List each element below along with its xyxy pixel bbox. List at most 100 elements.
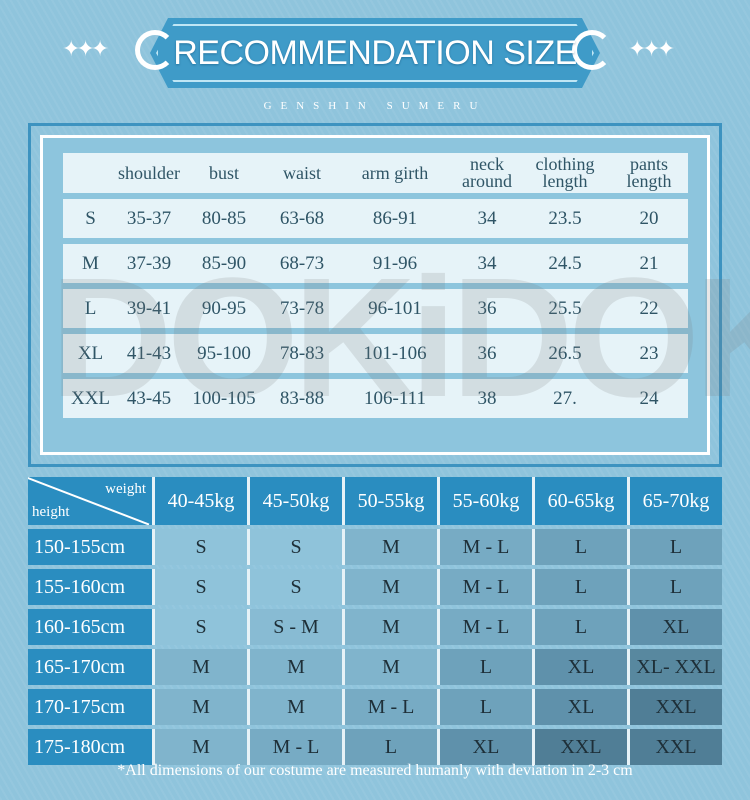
size-cell: M bbox=[152, 689, 247, 725]
size-cell: S bbox=[247, 529, 342, 565]
size-cell: M - L bbox=[342, 689, 437, 725]
table-cell: 34 bbox=[477, 207, 497, 229]
measurement-frame bbox=[28, 123, 722, 467]
height-label: 150-155cm bbox=[28, 529, 152, 565]
table-cell: 23.5 bbox=[548, 207, 582, 229]
size-cell: XXL bbox=[627, 729, 722, 765]
size-cell: M bbox=[342, 569, 437, 605]
weight-label: weight bbox=[105, 481, 146, 497]
column-header: shoulder bbox=[118, 162, 180, 183]
table-row: 165-170cm M M M L XL XL- XXL bbox=[28, 649, 722, 685]
weight-header: 60-65kg bbox=[532, 477, 627, 525]
size-label: XL bbox=[77, 342, 104, 364]
table-cell: 95-100 bbox=[197, 342, 251, 364]
table-cell: 80-85 bbox=[201, 207, 247, 229]
size-cell: S bbox=[152, 569, 247, 605]
table-cell: 36 bbox=[477, 297, 497, 319]
table-cell: 86-91 bbox=[372, 207, 418, 229]
table-cell: 37-39 bbox=[126, 252, 172, 274]
size-cell: XL bbox=[437, 729, 532, 765]
table-cell: 91-96 bbox=[372, 252, 418, 274]
size-cell: S bbox=[247, 569, 342, 605]
table-cell: 106-111 bbox=[364, 387, 426, 409]
table-row: 175-180cm M M - L L XL XXL XXL bbox=[28, 729, 722, 765]
table-row: 170-175cm M M M - L L XL XXL bbox=[28, 689, 722, 725]
table-cell: 20 bbox=[639, 207, 659, 229]
size-recommendation-table: weight height 40-45kg 45-50kg 50-55kg 55-60kg… bbox=[28, 477, 722, 769]
size-cell: L bbox=[437, 649, 532, 685]
height-label: 155-160cm bbox=[28, 569, 152, 605]
table-cell: 25.5 bbox=[548, 297, 582, 319]
table-cell: 78-83 bbox=[279, 342, 325, 364]
swirl-ornament-icon bbox=[572, 30, 612, 70]
size-cell: M bbox=[342, 649, 437, 685]
column-header: clothing length bbox=[535, 154, 595, 191]
size-cell: XL- XXL bbox=[627, 649, 722, 685]
table-cell: 43-45 bbox=[126, 387, 172, 409]
size-cell: S bbox=[152, 609, 247, 645]
column-header: pants length bbox=[626, 154, 672, 191]
column-header: bust bbox=[208, 162, 239, 183]
size-cell: XXL bbox=[627, 689, 722, 725]
weight-header: 55-60kg bbox=[437, 477, 532, 525]
size-label: M bbox=[82, 252, 99, 274]
table-row: XXL 43-45 100-105 83-88 106-111 38 27. 24 bbox=[63, 379, 688, 418]
table-row: XL 41-43 95-100 78-83 101-106 36 26.5 23 bbox=[63, 334, 688, 373]
table-cell: 21 bbox=[639, 252, 659, 274]
table-cell: 38 bbox=[477, 387, 497, 409]
size-cell: XL bbox=[532, 649, 627, 685]
table-cell: 90-95 bbox=[201, 297, 247, 319]
weight-header: 50-55kg bbox=[342, 477, 437, 525]
size-label: XXL bbox=[70, 387, 111, 409]
size-cell: L bbox=[437, 689, 532, 725]
table-cell: 39-41 bbox=[126, 297, 172, 319]
table-cell: 27. bbox=[553, 387, 577, 409]
table-cell: 22 bbox=[639, 297, 659, 319]
size-label: S bbox=[85, 207, 96, 229]
table-row: L 39-41 90-95 73-78 96-101 36 25.5 22 bbox=[63, 289, 688, 328]
size-label: L bbox=[84, 297, 97, 319]
table-header-row: shoulder bust waist arm girth neck around clot… bbox=[63, 153, 688, 193]
table-row: S 35-37 80-85 63-68 86-91 34 23.5 20 bbox=[63, 199, 688, 238]
height-label: height bbox=[32, 504, 70, 520]
size-cell: M - L bbox=[437, 609, 532, 645]
table-cell: 41-43 bbox=[126, 342, 172, 364]
height-label: 175-180cm bbox=[28, 729, 152, 765]
size-cell: M - L bbox=[247, 729, 342, 765]
table-cell: 73-78 bbox=[279, 297, 325, 319]
size-cell: L bbox=[532, 569, 627, 605]
weight-header: 45-50kg bbox=[247, 477, 342, 525]
size-cell: XL bbox=[627, 609, 722, 645]
size-cell: S bbox=[152, 529, 247, 565]
size-cell: L bbox=[627, 569, 722, 605]
column-header: neck around bbox=[462, 154, 512, 191]
size-cell: L bbox=[532, 609, 627, 645]
table-cell: 83-88 bbox=[279, 387, 325, 409]
table-cell: 26.5 bbox=[548, 342, 582, 364]
height-label: 165-170cm bbox=[28, 649, 152, 685]
table-cell: 63-68 bbox=[279, 207, 325, 229]
page-title: RECOMMENDATION SIZE bbox=[173, 34, 577, 72]
size-cell: M bbox=[342, 529, 437, 565]
measurement-table: shoulder bust waist arm girth neck around clot… bbox=[63, 153, 688, 424]
size-cell: M bbox=[152, 649, 247, 685]
table-cell: 24.5 bbox=[548, 252, 582, 274]
size-cell: M bbox=[342, 609, 437, 645]
size-cell: L bbox=[342, 729, 437, 765]
table-cell: 24 bbox=[639, 387, 659, 409]
table-row: M 37-39 85-90 68-73 91-96 34 24.5 21 bbox=[63, 244, 688, 283]
size-cell: M bbox=[247, 689, 342, 725]
table-cell: 34 bbox=[477, 252, 497, 274]
size-cell: M - L bbox=[437, 529, 532, 565]
size-cell: M bbox=[152, 729, 247, 765]
table-cell: 101-106 bbox=[363, 342, 427, 364]
column-header: arm girth bbox=[361, 162, 429, 183]
subtitle: GENSHIN SUMERU bbox=[263, 100, 487, 112]
sparkle-icon: ✦✦✦ bbox=[62, 36, 109, 61]
weight-header: 65-70kg bbox=[627, 477, 722, 525]
height-label: 160-165cm bbox=[28, 609, 152, 645]
table-cell: 68-73 bbox=[279, 252, 325, 274]
